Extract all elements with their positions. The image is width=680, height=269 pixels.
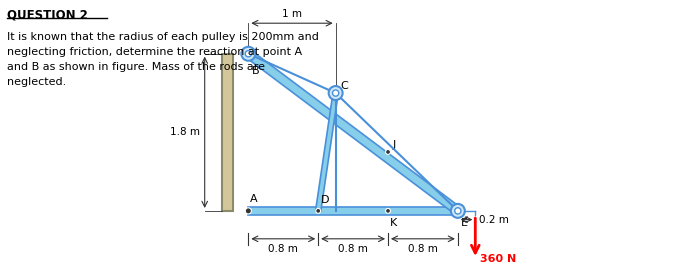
Text: 1 m: 1 m xyxy=(282,9,302,19)
Circle shape xyxy=(316,208,321,213)
Text: C: C xyxy=(340,81,347,91)
Circle shape xyxy=(245,51,252,57)
Text: D: D xyxy=(321,195,329,205)
Text: A: A xyxy=(250,194,258,204)
Circle shape xyxy=(245,208,252,214)
Text: J: J xyxy=(392,140,396,150)
Circle shape xyxy=(386,208,390,213)
Circle shape xyxy=(328,86,343,100)
Text: E: E xyxy=(461,218,469,228)
Text: QUESTION 2: QUESTION 2 xyxy=(7,8,88,21)
Polygon shape xyxy=(248,207,458,215)
Circle shape xyxy=(333,90,339,96)
Polygon shape xyxy=(316,93,338,211)
Text: 0.8 m: 0.8 m xyxy=(269,244,299,254)
Text: It is known that the radius of each pulley is 200mm and
neglecting friction, det: It is known that the radius of each pull… xyxy=(7,32,319,87)
Text: 0.8 m: 0.8 m xyxy=(338,244,368,254)
Text: 360 N: 360 N xyxy=(479,254,516,264)
Polygon shape xyxy=(245,50,460,214)
Text: 0.2 m: 0.2 m xyxy=(479,215,509,225)
Circle shape xyxy=(451,204,465,218)
Circle shape xyxy=(241,47,255,61)
Text: B: B xyxy=(252,66,260,76)
Bar xyxy=(222,54,233,211)
Text: 0.8 m: 0.8 m xyxy=(408,244,438,254)
Circle shape xyxy=(455,208,461,214)
Text: 1.8 m: 1.8 m xyxy=(171,127,201,137)
Circle shape xyxy=(386,150,390,154)
Text: K: K xyxy=(390,218,397,228)
